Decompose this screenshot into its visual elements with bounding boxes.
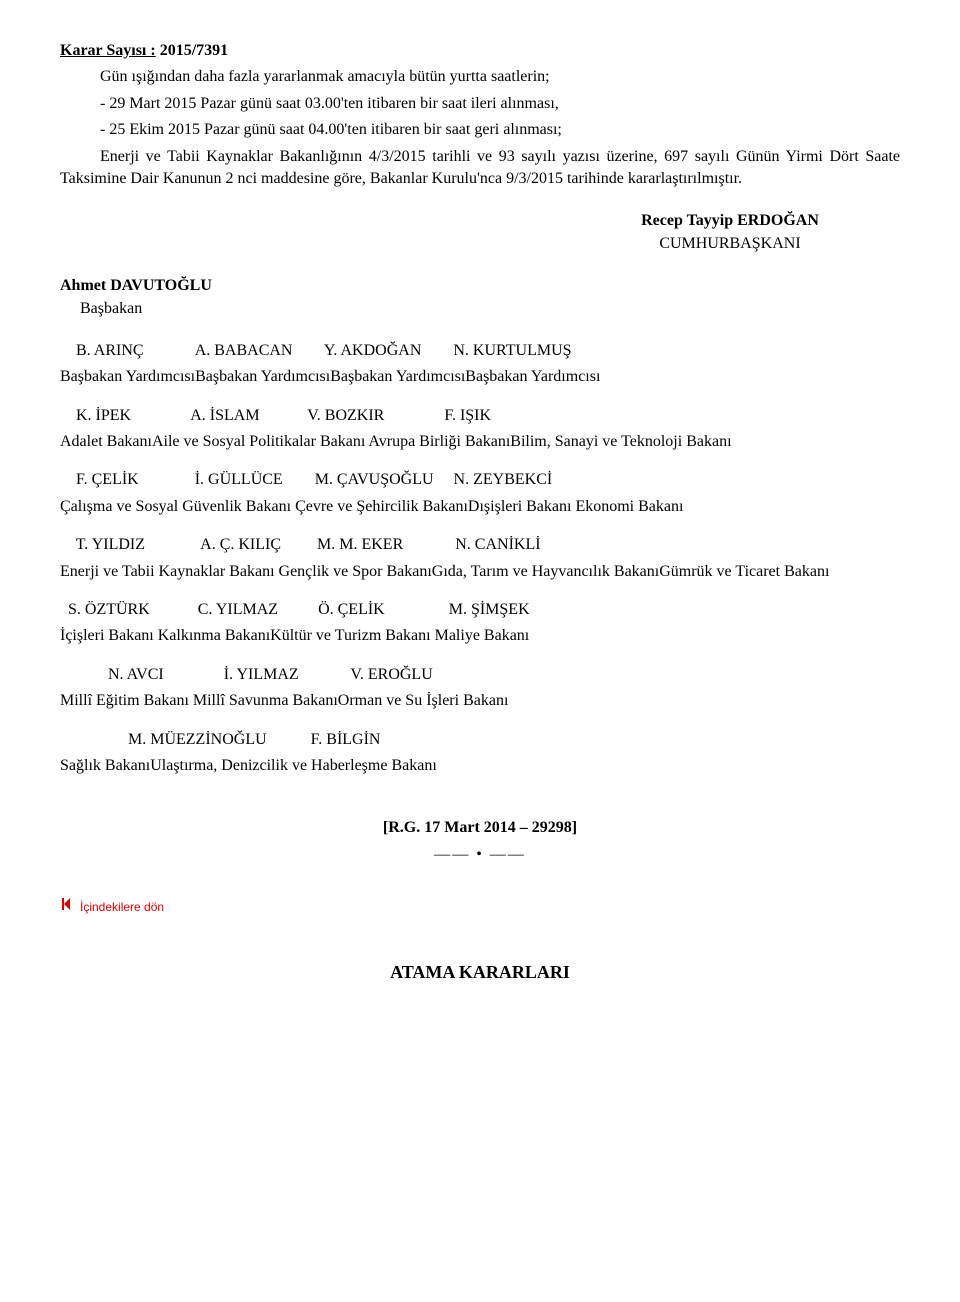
- minister-row-6-titles: Sağlık BakanıUlaştırma, Denizcilik ve Ha…: [60, 755, 900, 777]
- minister-row-3-names: T. YILDIZ A. Ç. KILIÇ M. M. EKER N. CANİ…: [60, 534, 900, 556]
- pm-name: Ahmet DAVUTOĞLU: [60, 275, 900, 297]
- minister-row-4: S. ÖZTÜRK C. YILMAZ Ö. ÇELİK M. ŞİMŞEK İ…: [60, 599, 900, 648]
- pm-title: Başbakan: [60, 298, 900, 320]
- divider-line: —— • ——: [60, 844, 900, 866]
- minister-row-6-names: M. MÜEZZİNOĞLU F. BİLGİN: [60, 729, 900, 751]
- minister-row-1: K. İPEK A. İSLAM V. BOZKIR F. IŞIK Adale…: [60, 405, 900, 454]
- minister-row-3-titles: Enerji ve Tabii Kaynaklar Bakanı Gençlik…: [60, 561, 900, 583]
- body-p1: Gün ışığından daha fazla yararlanmak ama…: [60, 66, 900, 88]
- minister-row-4-names: S. ÖZTÜRK C. YILMAZ Ö. ÇELİK M. ŞİMŞEK: [60, 599, 900, 621]
- back-to-contents-label: İçindekilere dön: [80, 899, 164, 916]
- minister-row-5-names: N. AVCI İ. YILMAZ V. EROĞLU: [60, 664, 900, 686]
- minister-row-5: N. AVCI İ. YILMAZ V. EROĞLU Millî Eğitim…: [60, 664, 900, 713]
- minister-row-2-titles: Çalışma ve Sosyal Güvenlik Bakanı Çevre …: [60, 496, 900, 518]
- minister-row-0: B. ARINÇ A. BABACAN Y. AKDOĞAN N. KURTUL…: [60, 340, 900, 389]
- body-p4: Enerji ve Tabii Kaynaklar Bakanlığının 4…: [60, 146, 900, 191]
- back-arrow-icon: [60, 896, 76, 919]
- minister-row-5-titles: Millî Eğitim Bakanı Millî Savunma Bakanı…: [60, 690, 900, 712]
- minister-row-0-titles: Başbakan YardımcısıBaşbakan YardımcısıBa…: [60, 366, 900, 388]
- minister-row-0-names: B. ARINÇ A. BABACAN Y. AKDOĞAN N. KURTUL…: [60, 340, 900, 362]
- karar-no: 2015/7391: [160, 42, 228, 59]
- karar-line: Karar Sayısı : 2015/7391: [60, 40, 900, 62]
- body-p3: - 25 Ekim 2015 Pazar günü saat 04.00'ten…: [60, 119, 900, 141]
- minister-row-1-names: K. İPEK A. İSLAM V. BOZKIR F. IŞIK: [60, 405, 900, 427]
- rg-line: [R.G. 17 Mart 2014 – 29298]: [60, 817, 900, 839]
- president-title: CUMHURBAŞKANI: [560, 233, 900, 255]
- karar-label: Karar Sayısı :: [60, 42, 156, 59]
- pm-block: Ahmet DAVUTOĞLU Başbakan: [60, 275, 900, 320]
- back-to-contents-link[interactable]: İçindekilere dön: [60, 896, 164, 919]
- minister-row-3: T. YILDIZ A. Ç. KILIÇ M. M. EKER N. CANİ…: [60, 534, 900, 583]
- body-p2: - 29 Mart 2015 Pazar günü saat 03.00'ten…: [60, 93, 900, 115]
- president-name: Recep Tayyip ERDOĞAN: [560, 210, 900, 232]
- president-block: Recep Tayyip ERDOĞAN CUMHURBAŞKANI: [560, 210, 900, 255]
- minister-row-6: M. MÜEZZİNOĞLU F. BİLGİN Sağlık BakanıUl…: [60, 729, 900, 778]
- minister-row-1-titles: Adalet BakanıAile ve Sosyal Politikalar …: [60, 431, 900, 453]
- minister-row-2-names: F. ÇELİK İ. GÜLLÜCE M. ÇAVUŞOĞLU N. ZEYB…: [60, 469, 900, 491]
- minister-row-4-titles: İçişleri Bakanı Kalkınma BakanıKültür ve…: [60, 625, 900, 647]
- footer-section-title: ATAMA KARARLARI: [60, 960, 900, 985]
- minister-row-2: F. ÇELİK İ. GÜLLÜCE M. ÇAVUŞOĞLU N. ZEYB…: [60, 469, 900, 518]
